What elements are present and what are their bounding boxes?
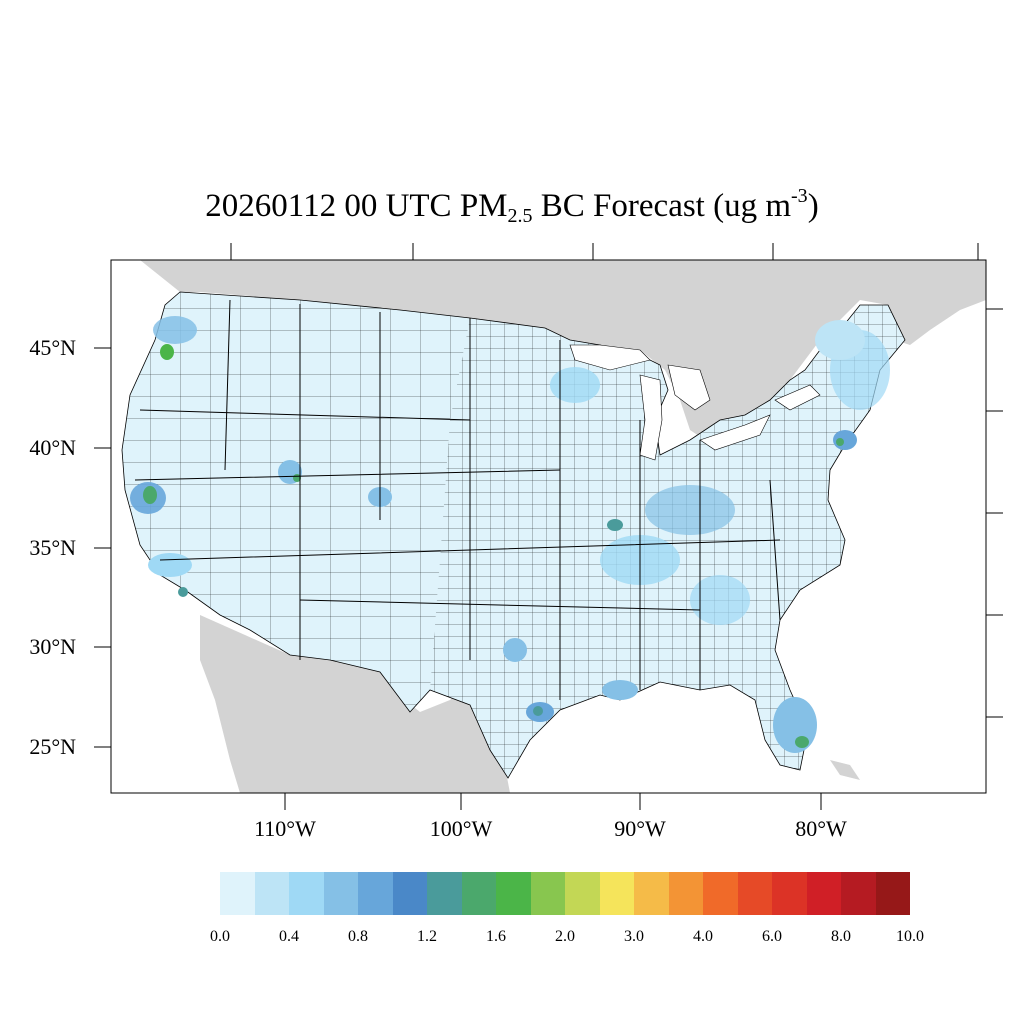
cuba-land (830, 760, 860, 780)
great-lakes (569, 344, 821, 461)
colorbar-swatch (841, 872, 876, 915)
lat-label-40: 40°N (29, 435, 76, 460)
county-mesh-east (430, 305, 905, 778)
lat-label-30: 30°N (29, 634, 76, 659)
colorbar-swatch (392, 872, 427, 915)
colorbar-tick-label: 1.2 (417, 928, 437, 945)
title-prefix: 20260112 00 UTC PM (205, 188, 508, 224)
colorbar-swatch (565, 872, 600, 915)
colorbar-swatch (254, 872, 289, 915)
concentration-patches (130, 316, 890, 753)
lon-label-110w: 110°W (254, 816, 316, 841)
colorbar-swatch (806, 872, 841, 915)
bottom-axis-ticks (284, 793, 822, 810)
colorbar-tick-label: 10.0 (896, 928, 924, 945)
colorbar-swatch (634, 872, 669, 915)
lat-label-45: 45°N (29, 335, 76, 360)
colorbar-tick-label: 1.6 (486, 928, 506, 945)
map-frame (110, 259, 987, 794)
colorbar-swatch (358, 872, 393, 915)
county-mesh-west (122, 292, 470, 712)
left-axis-ticks (94, 347, 111, 748)
colorbar-swatch (599, 872, 634, 915)
title-subscript: 2.5 (507, 205, 533, 227)
colorbar-swatch (772, 872, 807, 915)
colorbar-tick-label: 8.0 (831, 928, 851, 945)
colorbar-tick-label: 0.8 (348, 928, 368, 945)
lat-label-35: 35°N (29, 535, 76, 560)
mexico-land (200, 615, 510, 793)
title-middle: BC Forecast (ug m (532, 188, 792, 224)
colorbar-tick-label: 0.4 (279, 928, 299, 945)
lon-label-100w: 100°W (429, 816, 493, 841)
colorbar-swatch (703, 872, 738, 915)
colorbar-swatch (323, 872, 358, 915)
colorbar-tick-label: 2.0 (555, 928, 575, 945)
colorbar-swatch (737, 872, 772, 915)
state-boundaries (134, 299, 781, 700)
colorbar-swatch (496, 872, 531, 915)
colorbar-swatch (427, 872, 462, 915)
title-suffix: ) (807, 188, 819, 224)
lon-label-80w: 80°W (795, 816, 847, 841)
top-axis-ticks (230, 243, 979, 260)
colorbar-tick-label: 0.0 (210, 928, 230, 945)
colorbar-swatch (220, 872, 255, 915)
colorbar-swatch (530, 872, 565, 915)
colorbar-tick-label: 4.0 (693, 928, 713, 945)
colorbar-tick-label: 6.0 (762, 928, 782, 945)
lat-label-25: 25°N (29, 734, 76, 759)
colorbar-swatch (461, 872, 496, 915)
lon-label-90w: 90°W (614, 816, 666, 841)
title-superscript: -3 (791, 185, 808, 207)
colorbar-tick-label: 3.0 (624, 928, 644, 945)
colorbar-swatch (875, 872, 910, 915)
colorbar (220, 872, 910, 915)
colorbar-swatch (668, 872, 703, 915)
right-axis-ticks (986, 308, 1003, 718)
colorbar-swatch (289, 872, 324, 915)
map-title: 20260112 00 UTC PM2.5 BC Forecast (ug m-… (0, 186, 1024, 226)
